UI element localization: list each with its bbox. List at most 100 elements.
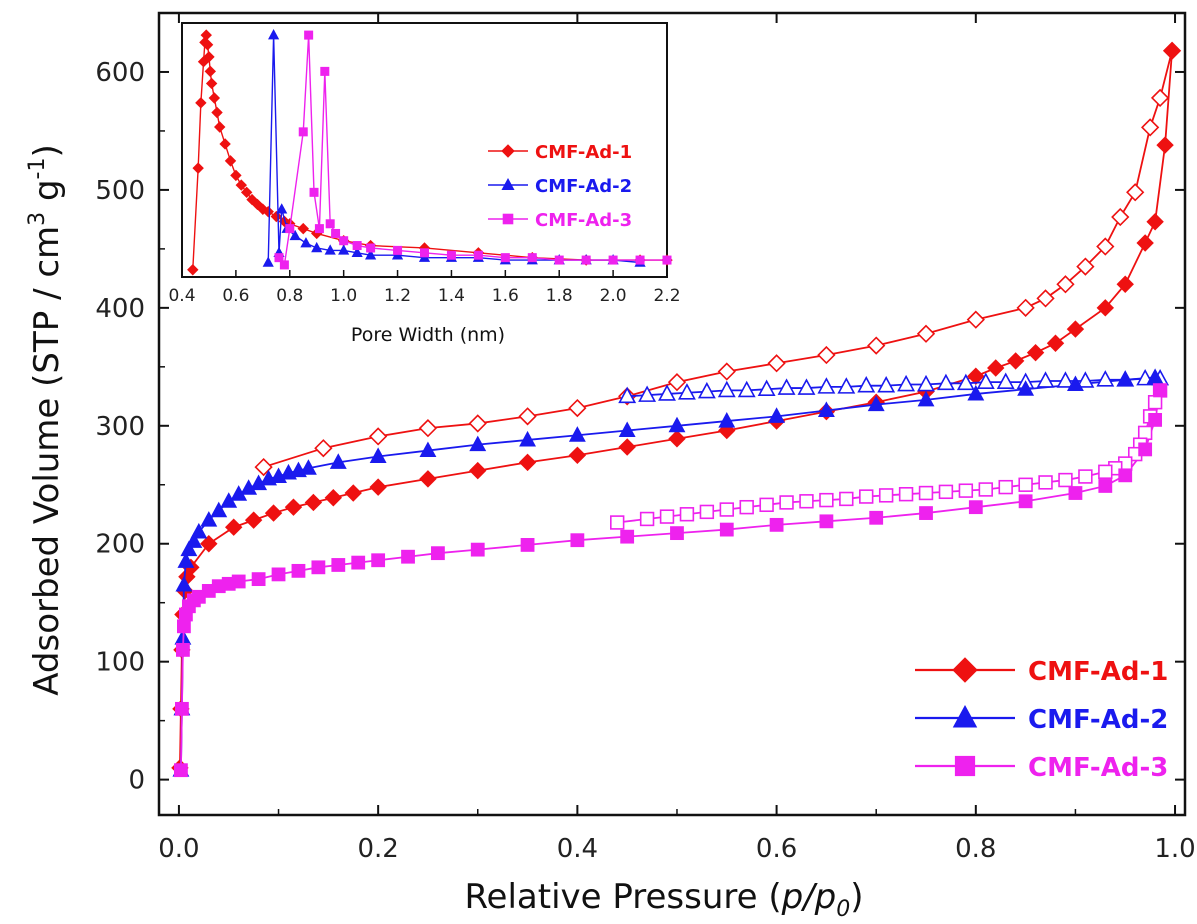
inset-frame xyxy=(181,22,668,278)
inset-point xyxy=(289,229,301,241)
inset-point xyxy=(662,255,672,265)
adsorption-point xyxy=(817,401,835,417)
inset-x-tick-label: 2.0 xyxy=(600,286,627,306)
desorption-point xyxy=(757,379,776,397)
adsorption-point xyxy=(469,461,487,480)
adsorption-point xyxy=(869,510,884,525)
inset-point xyxy=(208,92,221,104)
desorption-point xyxy=(936,373,955,391)
inset-point xyxy=(297,222,309,235)
desorption-point xyxy=(958,483,974,498)
adsorption-point xyxy=(568,446,587,464)
inset-point xyxy=(554,255,564,265)
adsorption-point xyxy=(469,435,487,452)
desorption-point xyxy=(918,485,934,501)
inset-x-tick-label: 1.2 xyxy=(384,286,411,306)
adsorption-point xyxy=(670,526,684,541)
adsorption-point xyxy=(768,407,786,423)
adsorption-point xyxy=(244,511,263,529)
inset-point xyxy=(339,236,349,246)
adsorption-point xyxy=(1156,136,1174,154)
y-tick-label: 500 xyxy=(95,176,145,206)
y-tick-label: 200 xyxy=(95,530,145,560)
adsorption-point xyxy=(718,412,736,428)
desorption-point xyxy=(1036,371,1055,388)
desorption-point xyxy=(717,362,736,381)
adsorption-point xyxy=(1006,352,1025,370)
plot-frame xyxy=(157,11,1187,817)
legend-label: CMF-Ad-3 xyxy=(1028,753,1168,783)
inset-point xyxy=(219,138,231,150)
desorption-point xyxy=(254,457,273,477)
inset-point xyxy=(365,249,377,260)
adsorption-point xyxy=(618,438,636,456)
inset-legend: CMF-Ad-1 CMF-Ad-2 CMF-Ad-3 xyxy=(488,142,632,231)
desorption-point xyxy=(1076,371,1095,388)
desorption-point xyxy=(1137,425,1153,441)
adsorption-point xyxy=(431,546,445,561)
adsorption-point xyxy=(329,453,347,469)
adsorption-point xyxy=(519,430,537,447)
desorption-point xyxy=(639,511,655,527)
inset-point xyxy=(527,253,537,263)
inset-point xyxy=(201,39,214,51)
desorption-point xyxy=(1078,469,1093,484)
x-tick-label: 0.2 xyxy=(357,834,398,864)
adsorption-point xyxy=(1017,380,1035,396)
adsorption-point xyxy=(1136,234,1154,252)
adsorption-point xyxy=(1068,486,1083,500)
adsorption-point xyxy=(568,426,586,442)
inset-point xyxy=(304,30,314,40)
desorption-point xyxy=(956,373,975,391)
inset-point xyxy=(314,224,324,234)
inset-point xyxy=(608,255,618,265)
adsorption-point xyxy=(1153,383,1167,398)
inset-point xyxy=(240,186,253,199)
x-tick-label: 1.0 xyxy=(1154,834,1195,864)
adsorption-point xyxy=(668,416,686,433)
inset-point xyxy=(420,248,429,258)
inset-legend-marker xyxy=(502,213,514,225)
adsorption-point xyxy=(968,500,983,515)
inset-point xyxy=(268,29,280,40)
adsorption-point xyxy=(271,567,286,582)
desorption-point xyxy=(938,484,954,500)
x-axis-title: Relative Pressure (p/p0) xyxy=(464,877,863,922)
adsorption-point xyxy=(311,560,326,575)
inset-point xyxy=(311,241,323,253)
inset-point xyxy=(195,97,207,109)
adsorption-point xyxy=(177,552,195,568)
inset-point xyxy=(203,51,215,63)
inset-legend-marker xyxy=(501,144,515,158)
inset-point xyxy=(500,253,510,263)
inset-point xyxy=(331,228,341,238)
adsorption-point xyxy=(304,493,323,512)
desorption-point xyxy=(817,345,836,365)
inset-point xyxy=(204,65,216,78)
adsorption-point xyxy=(719,522,734,537)
inset-point xyxy=(351,246,363,258)
adsorption-point xyxy=(570,533,585,548)
adsorption-point xyxy=(1066,320,1085,338)
inset-series-CMF-Ad-3 xyxy=(274,30,672,270)
desorption-point xyxy=(779,495,794,510)
inset-point xyxy=(338,244,350,255)
main-plot: 0.0 0.2 0.4 0.6 0.8 1.0 0 100 200 300 400 500 600 CMF… xyxy=(95,11,1196,864)
inset-x-tick-label: 1.4 xyxy=(438,286,465,306)
desorption-point xyxy=(1016,298,1035,317)
desorption-point xyxy=(1076,257,1095,276)
desorption-point xyxy=(418,419,438,438)
inset-x-tick-label: 1.0 xyxy=(330,286,357,306)
desorption-point xyxy=(916,324,936,343)
adsorption-point xyxy=(1018,494,1033,509)
desorption-point xyxy=(1056,371,1075,388)
adsorption-point xyxy=(331,558,346,572)
desorption-point xyxy=(1096,370,1115,387)
desorption-point xyxy=(1058,472,1073,488)
inset-point xyxy=(285,224,295,234)
desorption-point xyxy=(839,491,854,507)
inset-x-tick-label: 1.6 xyxy=(492,286,519,306)
y-tick-label: 0 xyxy=(128,766,145,796)
desorption-point xyxy=(1036,289,1055,308)
inset-point xyxy=(214,121,226,133)
